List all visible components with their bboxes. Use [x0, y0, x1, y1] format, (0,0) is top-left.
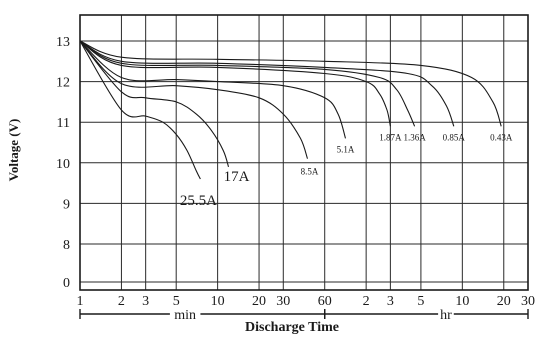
x-tick-label: 3 — [387, 294, 394, 309]
y-tick-label: 0 — [63, 276, 70, 291]
series-line — [79, 40, 230, 168]
series-labels: 25.5A 17A 8.5A 5.1A 1.87A 1.36A 0.85A 0.43A — [180, 132, 513, 209]
x-tick-label: 10 — [455, 294, 469, 309]
y-tick-label: 10 — [56, 157, 70, 172]
grid — [79, 15, 529, 290]
x-tick-label: 10 — [211, 294, 225, 309]
x-tick-label: 5 — [173, 294, 180, 309]
x-tick-label: 20 — [252, 294, 266, 309]
x-tick-label: 1 — [77, 294, 84, 309]
series-line — [79, 40, 455, 127]
series-line — [79, 40, 347, 139]
series-line — [79, 40, 416, 127]
y-axis-label: Voltage (V) — [6, 119, 21, 182]
series-line — [79, 40, 502, 127]
y-tick-label: 9 — [63, 197, 70, 212]
x-axis-label: Discharge Time — [245, 320, 339, 335]
series-label: 1.36A — [403, 132, 426, 142]
x-tick-label: 2 — [363, 294, 370, 309]
x-tick-label: 60 — [318, 294, 332, 309]
plot-frame — [79, 14, 529, 291]
unit-label: min — [174, 308, 196, 323]
unit-label: hr — [440, 308, 452, 323]
series-label: 5.1A — [337, 144, 355, 154]
series-label: 17A — [224, 169, 250, 185]
y-tick-labels: 0 8 9 10 11 12 13 — [56, 35, 70, 291]
series-label: 0.85A — [443, 132, 466, 142]
series-label: 0.43A — [490, 132, 513, 142]
series-line — [79, 40, 201, 180]
x-tick-label: 20 — [497, 294, 511, 309]
series-curves — [79, 40, 502, 180]
time-unit-brackets: min hr — [79, 308, 529, 323]
x-tick-label: 30 — [521, 294, 535, 309]
x-tick-label: 30 — [276, 294, 290, 309]
series-label: 1.87A — [379, 132, 402, 142]
y-tick-label: 11 — [57, 116, 70, 131]
series-label: 25.5A — [180, 193, 217, 209]
series-line — [79, 40, 309, 159]
series-line — [79, 40, 391, 127]
x-tick-label: 2 — [118, 294, 125, 309]
x-tick-label: 5 — [417, 294, 424, 309]
x-tick-label: 3 — [142, 294, 149, 309]
x-tick-labels: 1 2 3 5 10 20 30 60 2 3 5 10 20 30 — [77, 294, 536, 309]
y-tick-label: 8 — [63, 238, 70, 253]
series-label: 8.5A — [301, 167, 319, 177]
y-tick-label: 13 — [56, 35, 70, 50]
y-tick-label: 12 — [56, 76, 70, 91]
